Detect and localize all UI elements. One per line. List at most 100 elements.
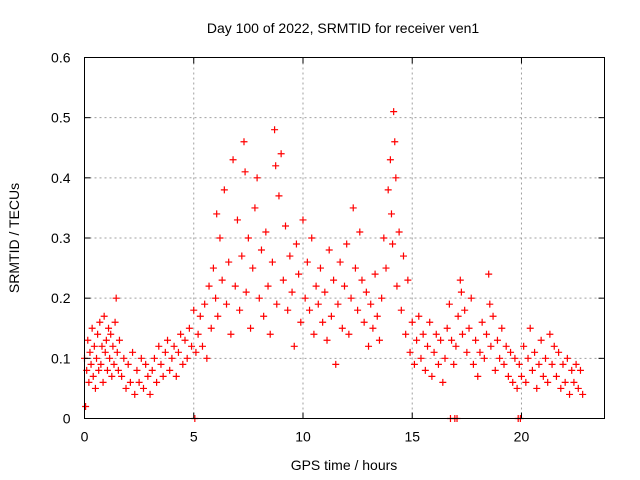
data-point (550, 342, 558, 350)
data-point (426, 318, 434, 326)
data-point (354, 306, 362, 314)
data-point (332, 360, 340, 368)
data-point (255, 294, 263, 302)
data-point (456, 276, 464, 284)
data-point (85, 378, 93, 386)
data-point (454, 312, 462, 320)
data-point (225, 258, 233, 266)
data-point (88, 324, 96, 332)
data-point (214, 312, 222, 320)
data-point (161, 348, 169, 356)
data-points (81, 108, 587, 422)
data-point (203, 354, 211, 362)
data-point (535, 360, 543, 368)
y-tick-label: 0 (63, 411, 71, 427)
x-tick-label: 15 (404, 429, 420, 445)
data-point (126, 378, 134, 386)
data-point (356, 228, 364, 236)
data-point (360, 318, 368, 326)
data-point (112, 294, 120, 302)
chart-title: Day 100 of 2022, SRMTID for receiver ven… (207, 20, 480, 36)
data-point (93, 354, 101, 362)
y-tick-label: 0.6 (51, 50, 71, 66)
data-point (166, 366, 174, 374)
data-point (526, 324, 534, 332)
data-point (480, 354, 488, 362)
data-point (489, 312, 497, 320)
data-point (563, 354, 571, 362)
data-point (242, 288, 250, 296)
data-point (155, 342, 163, 350)
data-point (561, 378, 569, 386)
data-point (351, 264, 359, 272)
data-point (257, 246, 265, 254)
data-point (299, 216, 307, 224)
data-point (391, 138, 399, 146)
data-point (100, 312, 108, 320)
data-point (487, 342, 495, 350)
data-point (264, 282, 272, 290)
data-point (419, 330, 427, 338)
data-point (327, 312, 335, 320)
data-point (290, 342, 298, 350)
data-point (286, 252, 294, 260)
data-point (343, 240, 351, 248)
data-point (207, 324, 215, 332)
data-point (452, 342, 460, 350)
data-point (236, 306, 244, 314)
data-point (198, 342, 206, 350)
data-point (115, 336, 123, 344)
data-point (190, 306, 198, 314)
data-point (84, 336, 92, 344)
data-point (570, 378, 578, 386)
data-point (509, 378, 517, 386)
x-tick-label: 5 (190, 429, 198, 445)
data-point (170, 342, 178, 350)
data-point (336, 258, 344, 266)
data-point (118, 372, 126, 380)
data-point (493, 336, 501, 344)
data-point (95, 366, 103, 374)
data-point (292, 240, 300, 248)
data-point (507, 348, 515, 356)
data-point (146, 390, 154, 398)
data-point (465, 324, 473, 332)
data-point (528, 366, 536, 374)
data-point (390, 108, 398, 116)
data-point (185, 324, 193, 332)
data-point (303, 258, 311, 266)
data-point (380, 234, 388, 242)
data-point (177, 330, 185, 338)
data-point (345, 330, 353, 338)
data-point (159, 372, 167, 380)
data-point (277, 150, 285, 158)
data-point (216, 234, 224, 242)
data-point (408, 318, 416, 326)
data-point (557, 384, 565, 392)
data-point (272, 162, 280, 170)
data-point (334, 300, 342, 308)
data-point (188, 342, 196, 350)
data-point (168, 354, 176, 362)
data-point (97, 360, 105, 368)
data-point (150, 354, 158, 362)
data-point (566, 390, 574, 398)
data-point (218, 276, 226, 284)
data-point (90, 342, 98, 350)
data-point (105, 324, 113, 332)
data-point (387, 210, 395, 218)
data-point (378, 294, 386, 302)
data-point (247, 324, 255, 332)
data-point (233, 216, 241, 224)
data-point (205, 282, 213, 290)
data-point (94, 330, 102, 338)
data-point (98, 342, 106, 350)
data-point (531, 348, 539, 356)
data-point (399, 252, 407, 260)
data-point (504, 372, 512, 380)
data-point (472, 336, 480, 344)
data-point (99, 378, 107, 386)
data-point (439, 378, 447, 386)
